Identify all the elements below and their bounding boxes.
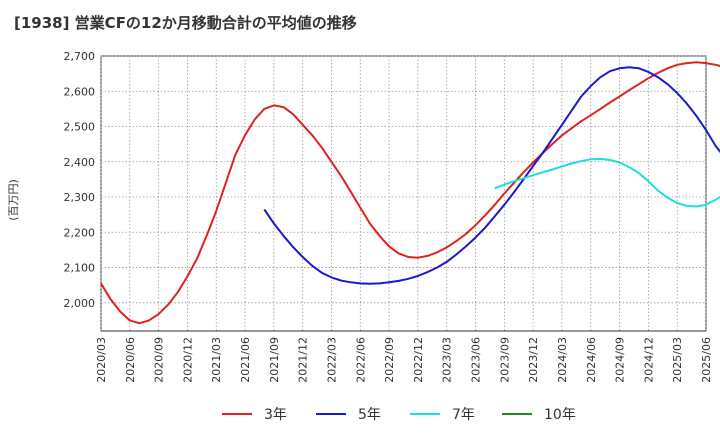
plot-area [100, 55, 707, 332]
x-tick-label: 2024/03 [556, 337, 569, 383]
series-line-3 [494, 157, 720, 208]
series-layer [100, 61, 720, 325]
y-tick-label: 2,200 [64, 226, 96, 239]
legend-label-2: 5年 [358, 407, 381, 423]
x-tick-label: 2022/06 [354, 337, 367, 383]
legend: 3年 5年 7年 10年 [222, 407, 576, 423]
x-tick-label: 2020/12 [181, 337, 194, 383]
x-tick-label: 2020/03 [95, 337, 108, 383]
y-tick-label: 2,500 [64, 121, 96, 134]
x-tick-label: 2022/03 [325, 337, 338, 383]
series-line-2 [263, 66, 720, 285]
y-tick-label: 2,700 [64, 50, 96, 63]
chart-title: [1938] 営業CFの12か月移動合計の平均値の推移 [14, 14, 357, 32]
x-tick-label: 2020/06 [124, 337, 137, 383]
y-tick-label: 2,600 [64, 85, 96, 98]
x-tick-label: 2025/06 [700, 337, 713, 383]
x-tick-label: 2024/06 [585, 337, 598, 383]
x-tick-label: 2024/09 [614, 337, 627, 383]
x-tick-label: 2025/03 [671, 337, 684, 383]
legend-label-3: 7年 [452, 407, 475, 423]
y-tick-label: 2,100 [64, 262, 96, 275]
x-tick-label: 2023/09 [498, 337, 511, 383]
series-line-1 [100, 61, 720, 325]
x-tick-label: 2021/09 [268, 337, 281, 383]
y-axis-label: (百万円) [7, 179, 20, 221]
x-tick-label: 2023/06 [470, 337, 483, 383]
grid-layer [100, 55, 707, 331]
y-axis-ticks: 2,000 2,100 2,200 2,300 2,400 2,500 2,600 2,700 [64, 50, 96, 310]
x-tick-label: 2021/06 [239, 337, 252, 383]
y-tick-label: 2,400 [64, 156, 96, 169]
x-axis-ticks: 2020/03 2020/06 2020/09 2020/12 2021/03 2021/… [95, 337, 713, 383]
x-tick-label: 2022/09 [383, 337, 396, 383]
x-tick-label: 2020/09 [153, 337, 166, 383]
x-tick-label: 2022/12 [412, 337, 425, 383]
y-tick-label: 2,000 [64, 297, 96, 310]
x-tick-label: 2021/03 [210, 337, 223, 383]
legend-label-1: 3年 [264, 407, 287, 423]
legend-label-4: 10年 [544, 407, 576, 423]
x-tick-label: 2023/03 [441, 337, 454, 383]
x-tick-label: 2023/12 [527, 337, 540, 383]
y-tick-label: 2,300 [64, 191, 96, 204]
x-tick-label: 2024/12 [642, 337, 655, 383]
x-tick-label: 2021/12 [297, 337, 310, 383]
